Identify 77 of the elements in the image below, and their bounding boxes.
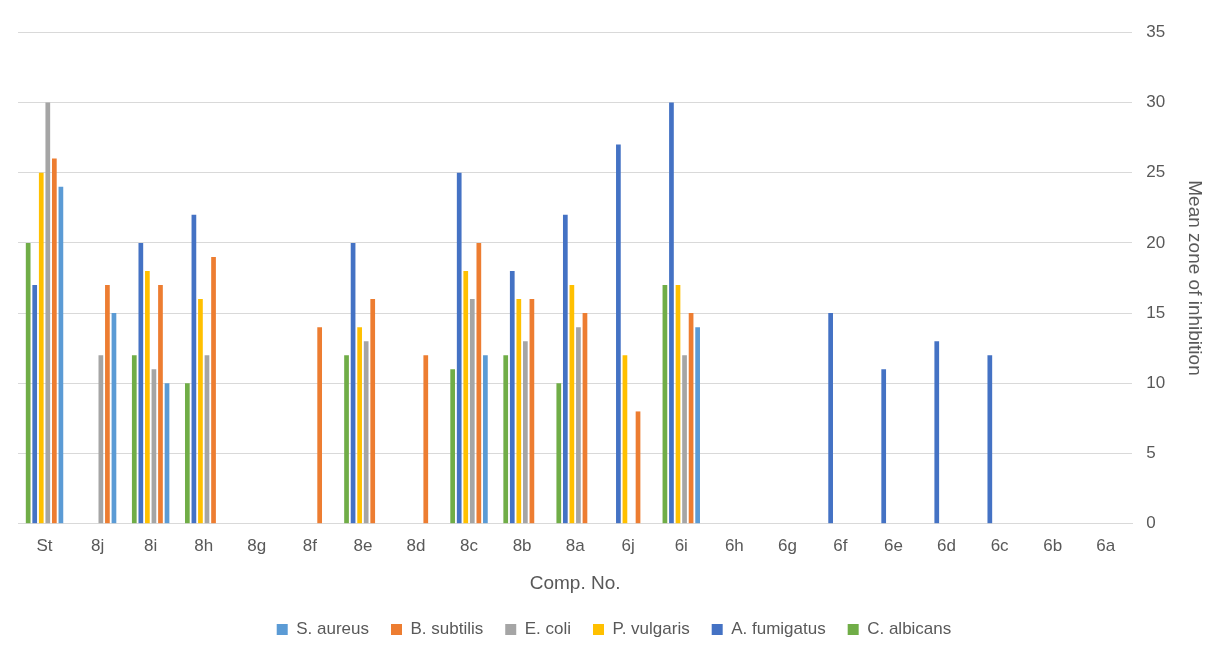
x-tick-label: 6a [1096, 535, 1116, 555]
x-tick-label: 6d [937, 535, 957, 555]
legend-label: E. coli [524, 619, 572, 639]
bar [198, 299, 203, 524]
bar [509, 270, 515, 524]
x-tick-label: 8d [406, 535, 426, 555]
bar [357, 327, 362, 524]
bar [476, 242, 482, 524]
bar [616, 144, 621, 524]
x-tick-label: 8j [90, 535, 105, 555]
x-tick-label: 8g [247, 535, 267, 555]
bar [456, 172, 462, 524]
y-tick-label: 0 [1146, 513, 1156, 533]
y-tick-label: 35 [1146, 21, 1166, 41]
bar [105, 285, 110, 524]
x-tick-label: 6e [884, 535, 903, 555]
bar [523, 341, 528, 524]
x-tick-label: St [36, 535, 53, 555]
x-tick-label: 8b [512, 535, 532, 555]
bar [516, 299, 522, 524]
bar [317, 327, 323, 524]
bar [38, 172, 44, 524]
legend-label: B. subtilis [410, 619, 484, 639]
x-tick-label: 6c [990, 535, 1010, 555]
bar [469, 299, 475, 524]
bar [503, 355, 509, 524]
x-tick-label: 6i [674, 535, 688, 555]
y-tick-label: 20 [1146, 232, 1166, 252]
bar [45, 102, 51, 524]
x-tick-label: 8h [194, 535, 214, 555]
bar [138, 242, 144, 524]
bar [211, 256, 216, 524]
x-tick-label: 8f [302, 535, 318, 555]
y-tick-label: 5 [1146, 443, 1156, 463]
bar [131, 355, 137, 524]
bar [483, 355, 488, 524]
bar [363, 341, 369, 524]
x-tick-label: 6j [621, 535, 635, 555]
legend-label: P. vulgaris [612, 619, 690, 639]
bar [682, 355, 687, 524]
bar [344, 355, 349, 524]
y-axis-title: Mean zone of inhibition [1185, 180, 1207, 376]
bar [556, 383, 562, 524]
bar [423, 355, 429, 524]
x-tick-label: 8e [353, 535, 373, 555]
x-tick-label: 6b [1043, 535, 1063, 555]
bar [370, 299, 376, 524]
bar [576, 327, 581, 524]
x-tick-label: 8i [144, 535, 158, 555]
x-tick-label: 8c [460, 535, 479, 555]
bar [145, 270, 150, 524]
bar [669, 102, 674, 524]
bar [158, 285, 163, 524]
x-axis-title: Comp. No. [529, 571, 621, 593]
x-tick-label: 6h [724, 535, 744, 555]
bar [695, 327, 700, 524]
bar [828, 313, 833, 524]
bar [881, 369, 887, 524]
y-tick-label: 10 [1146, 373, 1166, 393]
x-tick-label: 6g [777, 535, 797, 555]
bar [987, 355, 993, 524]
y-tick-label: 15 [1146, 302, 1166, 322]
y-tick-label: 30 [1146, 92, 1166, 112]
bar [51, 158, 57, 524]
bar [450, 369, 456, 524]
bar [185, 383, 190, 524]
legend-label: A. fumigatus [731, 619, 826, 639]
x-tick-label: 8a [565, 535, 586, 555]
legend-label: C. albicans [867, 619, 952, 639]
x-tick-label: 6f [833, 535, 848, 555]
bar [32, 285, 38, 524]
y-tick-label: 25 [1146, 162, 1166, 182]
bar [25, 242, 31, 524]
bar [934, 341, 940, 524]
bar [562, 214, 568, 524]
bar [463, 270, 469, 524]
legend-label: S. aureus [296, 619, 369, 639]
